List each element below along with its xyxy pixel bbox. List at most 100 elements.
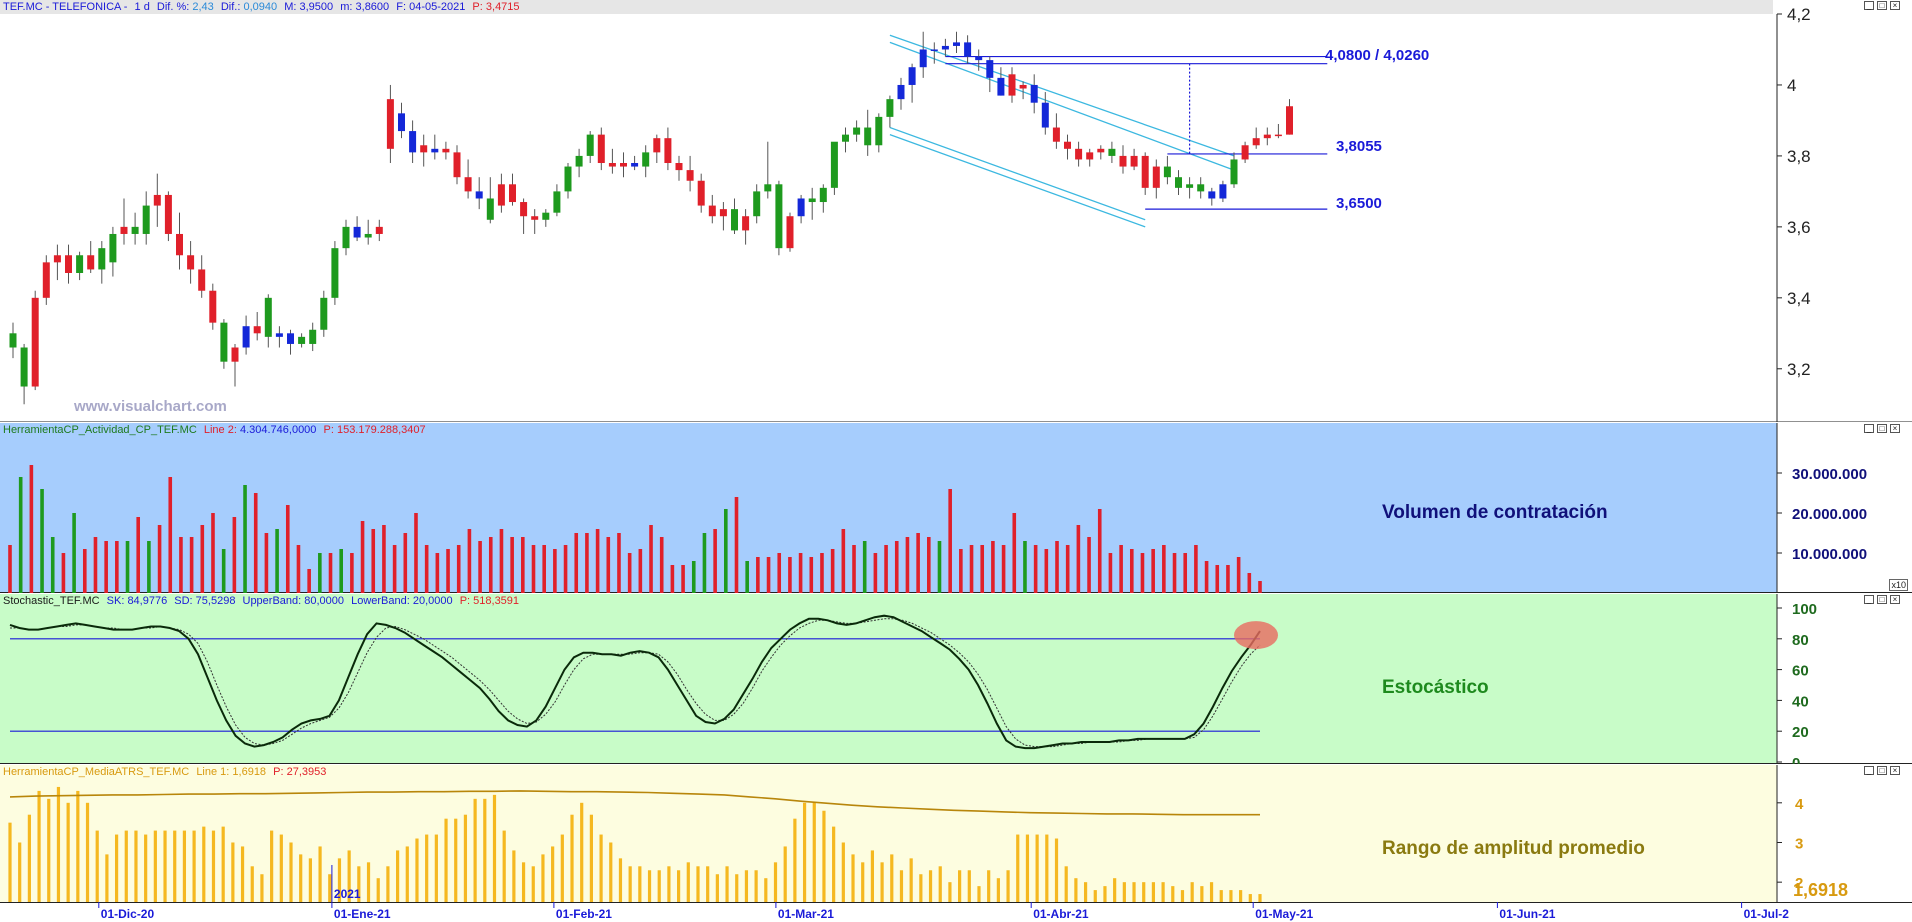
- atr-bar: [638, 866, 642, 902]
- candle-body: [65, 255, 72, 273]
- candle-body: [76, 255, 84, 273]
- volume-bar: [50, 537, 55, 593]
- atr-line-value: 1,6918: [232, 766, 267, 778]
- stochastic-title: Estocástico: [1382, 677, 1489, 698]
- volume-bar: [189, 537, 194, 593]
- channel-line: [889, 34, 1235, 157]
- candle-body: [975, 56, 983, 61]
- volume-bar: [488, 537, 493, 593]
- candle: [941, 38, 949, 57]
- atr-bar: [318, 846, 322, 902]
- atr-background: [0, 765, 1777, 902]
- volume-bar: [531, 545, 536, 593]
- candle-body: [220, 322, 228, 362]
- candle: [1075, 141, 1083, 167]
- maximize-icon[interactable]: □: [1877, 1, 1887, 10]
- atr-bar: [337, 858, 342, 902]
- volume-y-tick-label: 10.000.000: [1792, 546, 1867, 563]
- atr-bar: [454, 818, 458, 902]
- resistance-label: 4,0800 / 4,0260: [1325, 47, 1430, 64]
- candle-body: [209, 290, 217, 323]
- atr-bar: [124, 830, 128, 902]
- candle: [486, 177, 494, 224]
- volume-bar: [991, 541, 995, 593]
- close-icon[interactable]: ×: [1890, 766, 1900, 775]
- volume-bar: [948, 489, 952, 593]
- price-panel[interactable]: TEF.MC - TELEFONICA - 1 d Dif. %: 2,43 D…: [0, 0, 1912, 422]
- stochastic-chart: 0 20 40 60 80 100: [0, 594, 1912, 764]
- stochastic-highlight: [1234, 621, 1278, 650]
- candle-body: [409, 131, 417, 153]
- atr-bar: [202, 826, 206, 902]
- maximize-icon[interactable]: □: [1877, 424, 1887, 433]
- candle-body: [98, 248, 106, 270]
- volume-bar: [275, 529, 279, 593]
- candle-body: [697, 180, 705, 206]
- atr-p-label: P:: [273, 766, 284, 778]
- atr-bar: [134, 830, 138, 902]
- close-icon[interactable]: ×: [1890, 424, 1900, 433]
- atr-panel[interactable]: HerramientaCP_MediaATRS_TEF.MC Line 1: 1…: [0, 765, 1912, 902]
- candle: [76, 251, 84, 281]
- atr-bar: [395, 850, 400, 902]
- candle-body: [586, 134, 594, 156]
- volume-bar: [894, 541, 899, 593]
- atr-bar: [279, 834, 283, 902]
- candle: [875, 113, 883, 153]
- close-icon[interactable]: ×: [1890, 1, 1900, 10]
- candle-body: [1263, 134, 1271, 139]
- candle-body: [964, 42, 972, 57]
- volume-bar: [553, 549, 557, 593]
- candle-body: [1252, 138, 1260, 146]
- volume-p-value: 153.179.288,3407: [336, 424, 426, 436]
- candle-body: [897, 84, 905, 100]
- atr-bar: [822, 810, 826, 902]
- volume-chart: 10.000.000 20.000.000 30.000.000: [0, 423, 1912, 593]
- volume-bar: [1033, 545, 1038, 593]
- atr-bar: [376, 878, 380, 902]
- stochastic-panel[interactable]: Stochastic_TEF.MC SK: 84,9776 SD: 75,529…: [0, 594, 1912, 764]
- close-icon[interactable]: ×: [1890, 595, 1900, 604]
- volume-bar: [104, 541, 108, 593]
- atr-bar: [928, 870, 933, 902]
- candle-body: [87, 255, 95, 270]
- candle-body: [886, 99, 894, 117]
- candle-body: [908, 67, 916, 85]
- min-value: 3,8600: [355, 1, 390, 13]
- maximize-icon[interactable]: □: [1877, 595, 1887, 604]
- candle: [242, 315, 250, 355]
- candle: [642, 145, 650, 178]
- volume-panel[interactable]: HerramientaCP_Actividad_CP_TEF.MC Line 2…: [0, 423, 1912, 593]
- maximize-icon[interactable]: □: [1877, 766, 1887, 775]
- volume-window-controls: _ □ ×: [1864, 424, 1908, 435]
- minimize-icon[interactable]: _: [1864, 424, 1874, 433]
- minimize-icon[interactable]: _: [1864, 1, 1874, 10]
- atr-bar: [1054, 838, 1059, 902]
- candle-body: [1175, 177, 1182, 188]
- volume-bar: [745, 561, 749, 593]
- candle-body: [120, 226, 128, 234]
- atr-bar: [434, 834, 438, 902]
- volume-bar: [627, 553, 632, 593]
- volume-bar: [756, 557, 760, 593]
- minimize-icon[interactable]: _: [1864, 595, 1874, 604]
- volume-bar: [777, 553, 782, 593]
- candle-body: [1163, 166, 1171, 178]
- candle: [1252, 127, 1260, 149]
- candle: [808, 187, 816, 220]
- candle: [964, 35, 972, 64]
- atr-bar: [987, 870, 991, 902]
- volume-bar: [659, 537, 664, 593]
- candle: [120, 198, 128, 245]
- candle: [53, 244, 61, 281]
- stochastic-sd: SD: 75,5298: [174, 595, 236, 607]
- candle-body: [842, 134, 849, 142]
- level-mid-label: 3,8055: [1336, 138, 1382, 155]
- price-chart: 3,2 3,4 3,6 3,8 4 4,2: [0, 5, 1912, 422]
- minimize-icon[interactable]: _: [1864, 766, 1874, 775]
- price-header: TEF.MC - TELEFONICA - 1 d Dif. %: 2,43 D…: [0, 0, 1773, 14]
- candle: [309, 322, 317, 352]
- volume-bar: [937, 541, 942, 593]
- candle-body: [486, 198, 494, 220]
- volume-bar: [724, 509, 728, 593]
